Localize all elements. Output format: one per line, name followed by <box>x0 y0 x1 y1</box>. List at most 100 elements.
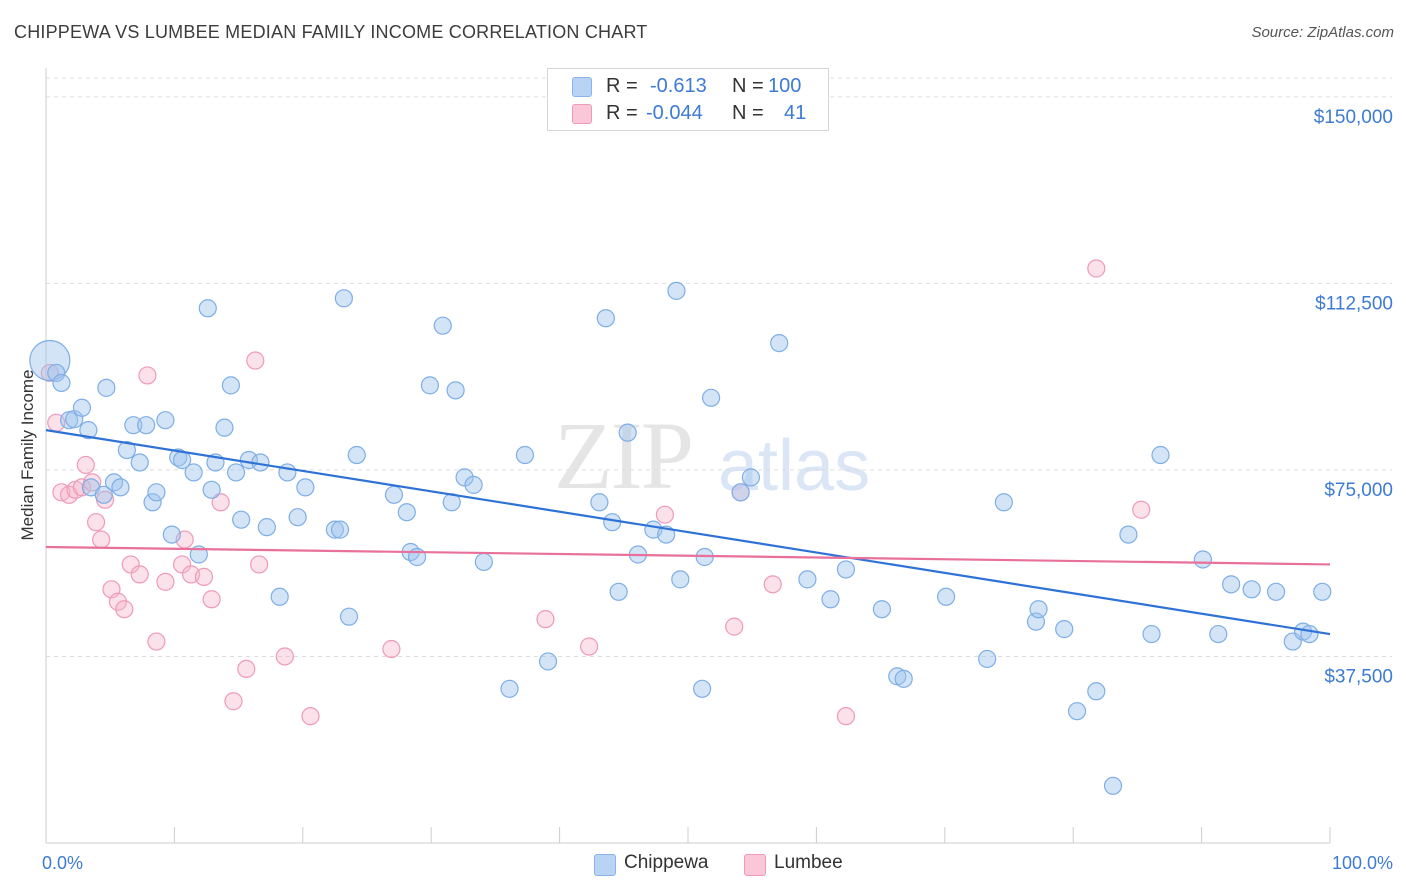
chippewa-legend-swatch <box>594 854 616 876</box>
correlation-legend: R = -0.613 N = 100 R = -0.044 N = 41 <box>547 68 829 131</box>
tick-labels: $37,500 $75,000 $112,500 $150,000 0.0% 100.0% <box>42 107 1393 873</box>
chippewa-point <box>1209 624 1228 644</box>
chippewa-points <box>29 281 1332 795</box>
chippewa-point <box>257 518 276 537</box>
y-tick-label: $112,500 <box>1315 293 1393 314</box>
lumbee-point <box>194 567 214 586</box>
chippewa-point <box>117 440 136 460</box>
lumbee-point <box>130 565 149 584</box>
chippewa-point <box>1222 575 1241 594</box>
y-axis-label: Median Family Income <box>18 369 37 540</box>
chippewa-point <box>111 478 130 497</box>
chippewa-point <box>325 520 344 539</box>
n-value: 41 <box>784 102 807 124</box>
trend-lines <box>45 429 1331 636</box>
lumbee-trend-line <box>45 545 1331 566</box>
y-tick-label: $150,000 <box>1314 107 1393 128</box>
chippewa-point <box>330 520 350 539</box>
chippewa-point <box>671 570 690 589</box>
chippewa-point <box>47 363 66 383</box>
r-label: R = <box>606 75 638 97</box>
chippewa-point <box>198 299 217 318</box>
n-label: N = <box>732 75 764 97</box>
chippewa-point <box>202 480 221 499</box>
lumbee-point <box>92 530 111 549</box>
chippewa-point <box>741 468 761 487</box>
chippewa-point <box>836 560 856 579</box>
chippewa-point <box>1103 776 1123 795</box>
y-tick-label: $75,000 <box>1324 480 1393 501</box>
lumbee-point <box>138 366 157 385</box>
chippewa-point <box>1119 525 1138 544</box>
lumbee-legend-swatch <box>744 854 766 876</box>
chippewa-point <box>538 652 558 671</box>
chippewa-point <box>52 373 71 392</box>
lumbee-point <box>121 555 140 574</box>
chippewa-point <box>296 478 315 497</box>
chippewa-point <box>936 587 956 606</box>
chart-title: CHIPPEWA VS LUMBEE MEDIAN FAMILY INCOME … <box>14 22 648 42</box>
chippewa-point <box>1087 682 1106 701</box>
lumbee-point <box>725 617 744 636</box>
chippewa-point <box>347 445 366 465</box>
lumbee-point <box>655 505 674 524</box>
lumbee-point <box>115 600 134 619</box>
x-tick-label: 0.0% <box>42 853 83 873</box>
lumbee-legend-label: Lumbee <box>774 852 843 873</box>
lumbee-point <box>147 632 166 651</box>
chippewa-point <box>72 398 92 417</box>
chippewa-swatch <box>572 77 592 97</box>
axes <box>45 68 1331 844</box>
lumbee-point <box>275 647 294 666</box>
chippewa-point <box>156 411 175 430</box>
lumbee-point <box>580 637 599 656</box>
r-value: -0.044 <box>646 102 703 124</box>
chippewa-point <box>603 513 622 532</box>
chippewa-point <box>162 525 181 544</box>
chippewa-point <box>596 309 615 328</box>
chippewa-trend-line <box>45 429 1331 636</box>
lumbee-point <box>211 493 230 512</box>
chippewa-point <box>1266 582 1286 601</box>
chippewa-point <box>1055 620 1074 639</box>
chippewa-point <box>339 607 359 626</box>
chippewa-point <box>215 418 234 437</box>
lumbee-point <box>246 351 265 370</box>
chippewa-point <box>288 508 307 527</box>
chippewa-point <box>384 485 404 504</box>
chippewa-point <box>1193 550 1212 569</box>
chippewa-point <box>270 587 289 606</box>
r-label: R = <box>606 102 638 124</box>
lumbee-point <box>86 513 106 532</box>
chippewa-point <box>79 421 98 440</box>
chippewa-point <box>667 281 686 300</box>
lumbee-point <box>224 692 243 711</box>
chippewa-point <box>147 483 166 502</box>
chippewa-point <box>702 388 721 407</box>
chippewa-point <box>1067 702 1087 721</box>
chippewa-point <box>124 416 143 435</box>
lumbee-point <box>382 639 401 659</box>
chippewa-point <box>221 376 240 395</box>
chippewa-point <box>872 600 891 619</box>
chippewa-point <box>334 289 353 308</box>
lumbee-point <box>1132 500 1151 519</box>
chippewa-point <box>94 485 113 504</box>
chippewa-point <box>609 582 628 601</box>
chippewa-point <box>894 669 913 688</box>
chippewa-point <box>397 503 416 522</box>
lumbee-point <box>108 592 128 611</box>
chippewa-point <box>97 378 116 397</box>
chippewa-legend-label: Chippewa <box>624 852 709 873</box>
lumbee-point <box>40 363 59 383</box>
chippewa-point <box>693 679 712 698</box>
source-label: Source: ZipAtlas.com <box>1251 24 1394 41</box>
chippewa-point <box>446 381 465 400</box>
watermark-atlas: atlas <box>718 426 871 506</box>
chippewa-point <box>821 590 840 609</box>
lumbee-point <box>1087 259 1106 278</box>
chippewa-point <box>618 423 637 442</box>
chippewa-point <box>1300 624 1319 644</box>
chippewa-point <box>1151 445 1170 465</box>
x-tick-label: 100.0% <box>1332 853 1393 873</box>
